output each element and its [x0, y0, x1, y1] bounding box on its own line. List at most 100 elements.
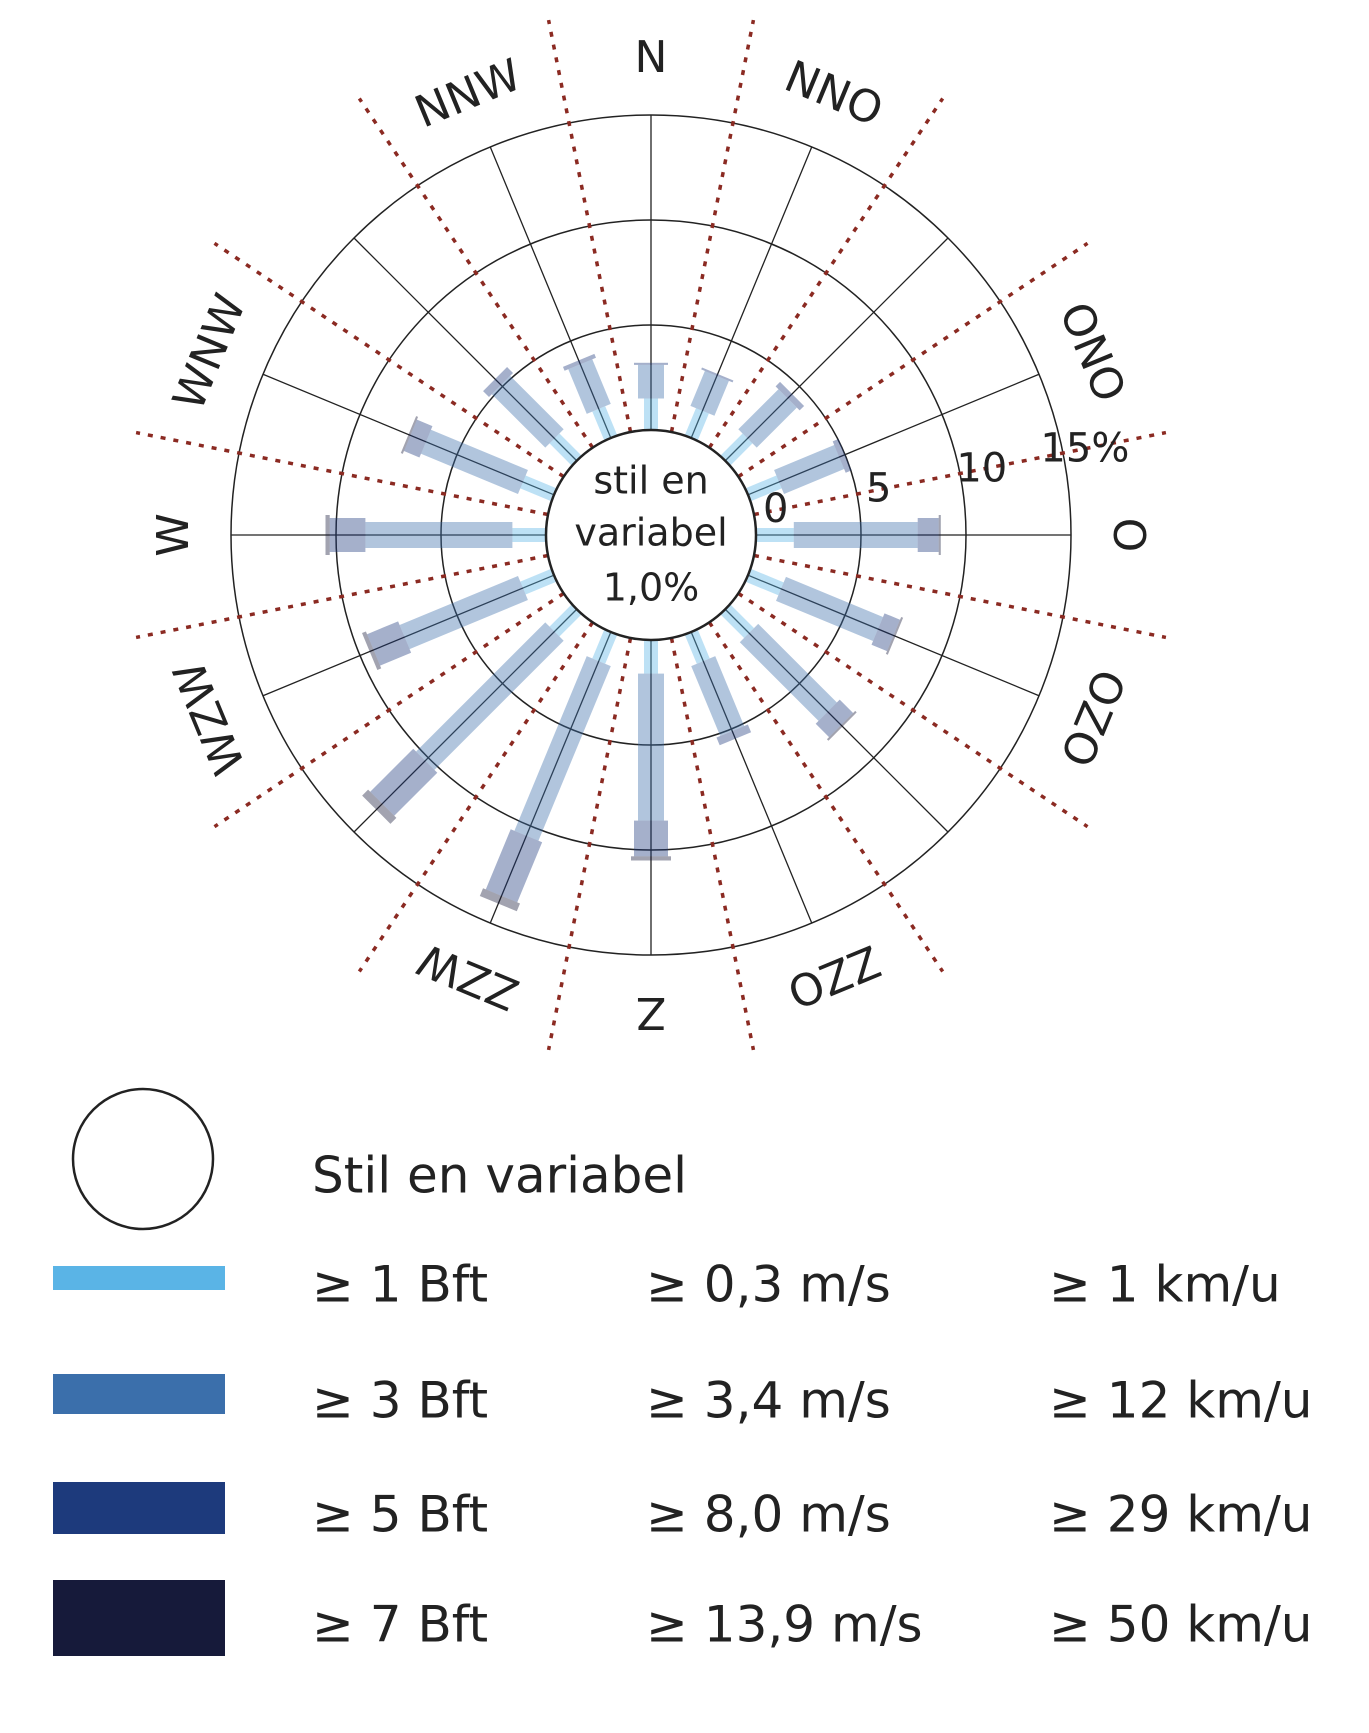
bar [549, 433, 582, 466]
direction-label: Z [636, 987, 666, 1038]
legend-label: ≥ 1 Bft [312, 1256, 488, 1314]
sector-boundary [546, 637, 633, 1051]
spoke [690, 146, 813, 439]
bar [634, 820, 668, 857]
sector-boundary [707, 621, 945, 973]
sector-boundary [753, 553, 1167, 640]
bar [568, 359, 611, 414]
bar [775, 381, 805, 411]
bar [638, 364, 664, 399]
direction-bars [362, 568, 557, 671]
bar [720, 604, 754, 638]
legend-swatch [53, 1580, 225, 1656]
legend-speed-kmh: ≥ 12 km/u [1049, 1372, 1313, 1430]
r-tick-label: 5 [866, 466, 891, 512]
direction-label: N [635, 32, 668, 83]
bar [520, 568, 557, 595]
sector-boundary [135, 430, 549, 517]
sector-boundary [669, 637, 756, 1051]
bar [691, 656, 745, 736]
direction-label: O [1103, 518, 1154, 553]
calm-label: variabel [574, 511, 727, 555]
legend-swatch [53, 1482, 225, 1534]
direction-bars [720, 604, 857, 741]
legend-speed-kmh: ≥ 1 km/u [1049, 1256, 1281, 1314]
legend-speed-kmh: ≥ 50 km/u [1049, 1596, 1313, 1654]
direction-bars [631, 640, 671, 861]
spoke [353, 237, 578, 462]
legend-speed-kmh: ≥ 29 km/u [1049, 1486, 1313, 1544]
bar [420, 429, 528, 494]
bar [485, 829, 543, 903]
sector-boundary [357, 621, 595, 973]
direction-bars [720, 381, 805, 466]
direction-bars [562, 353, 618, 441]
spoke [262, 574, 555, 697]
bar [690, 370, 729, 416]
bar [329, 518, 366, 552]
r-tick-label: 10 [956, 446, 1007, 492]
legend-speed-ms: ≥ 13,9 m/s [646, 1596, 923, 1654]
calm-label: stil en [593, 459, 708, 503]
bar [756, 528, 794, 542]
bar [592, 406, 618, 441]
spoke [489, 146, 612, 439]
bar [826, 710, 857, 741]
bar [917, 518, 939, 552]
direction-bars [400, 416, 557, 502]
direction-bars [756, 515, 941, 555]
bar [367, 621, 412, 666]
sector-boundary [753, 430, 1167, 517]
bar [644, 398, 658, 430]
legend-speed-ms: ≥ 8,0 m/s [646, 1486, 891, 1544]
bar [514, 656, 611, 841]
spoke [724, 237, 949, 462]
sector-boundary [357, 97, 595, 449]
direction-bars [483, 367, 582, 466]
bar [399, 576, 528, 650]
bar [634, 362, 668, 365]
sector-boundary [737, 241, 1089, 479]
bar [638, 673, 664, 821]
r-tick-label: 15% [1040, 426, 1129, 472]
bar [520, 475, 557, 502]
bar [512, 528, 546, 542]
legend-label: ≥ 7 Bft [312, 1596, 488, 1654]
bar [644, 640, 658, 674]
bar [684, 629, 710, 664]
bar [370, 748, 438, 816]
bar [745, 568, 784, 596]
bar [362, 789, 397, 824]
bar [403, 419, 433, 458]
bar [562, 353, 596, 371]
bar [739, 623, 837, 721]
spoke [353, 608, 578, 833]
spoke [724, 608, 949, 833]
bar [738, 389, 797, 448]
sector-boundary [135, 553, 549, 640]
sector-boundary [546, 19, 633, 433]
bar [776, 576, 883, 642]
legend-calm-circle [71, 1087, 215, 1231]
sector-boundary [669, 19, 756, 433]
bar [362, 631, 382, 671]
legend-speed-ms: ≥ 0,3 m/s [646, 1256, 891, 1314]
bar [631, 856, 671, 861]
bar [325, 515, 330, 555]
bar [592, 629, 618, 664]
bar [491, 375, 564, 448]
bar [483, 367, 514, 398]
legend-calm-label: Stil en variabel [312, 1147, 687, 1205]
calm-circle [544, 428, 758, 642]
sector-boundary [737, 591, 1089, 829]
spoke [262, 373, 555, 496]
legend-label: ≥ 5 Bft [312, 1486, 488, 1544]
direction-bars [479, 629, 618, 912]
bar [832, 438, 852, 473]
spoke [747, 373, 1040, 496]
bar [720, 433, 753, 466]
sector-boundary [707, 97, 945, 449]
direction-bars [362, 604, 582, 824]
